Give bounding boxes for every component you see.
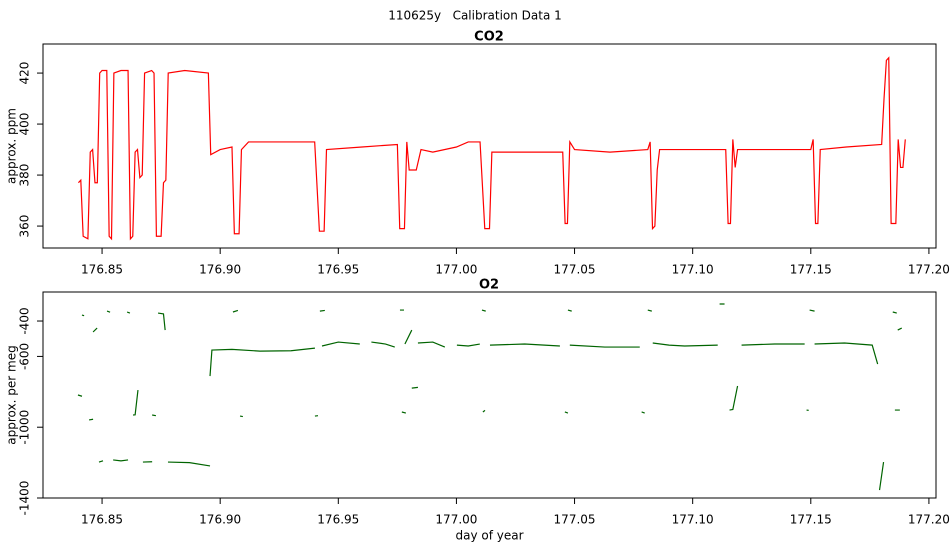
y-tick-label: -400	[18, 307, 32, 334]
y-tick-label: -600	[18, 343, 32, 370]
plot-frame	[42, 291, 937, 499]
y-tick-label: 360	[18, 215, 32, 238]
y-tick-label: 420	[18, 62, 32, 85]
y-tick-label: -1400	[18, 481, 32, 516]
x-tick-label: 177.10	[672, 263, 714, 277]
data-line	[77, 303, 903, 491]
plot-frame	[42, 43, 937, 249]
x-tick-label: 176.90	[199, 263, 241, 277]
panel-title: O2	[479, 278, 499, 293]
x-tick-label: 177.00	[435, 513, 477, 527]
y-tick-label: 380	[18, 164, 32, 187]
y-axis-label: approx. ppm	[5, 108, 19, 184]
x-tick-label: 176.85	[81, 513, 123, 527]
x-tick-label: 176.95	[317, 263, 359, 277]
data-line	[77, 56, 906, 241]
y-axis-label: approx. per meg	[5, 345, 19, 444]
y-tick-label: -1000	[18, 410, 32, 445]
x-tick-label: 176.85	[81, 263, 123, 277]
x-tick-label: 177.05	[554, 513, 596, 527]
x-tick-label: 177.10	[672, 513, 714, 527]
page-title: 110625y Calibration Data 1	[388, 9, 562, 23]
x-axis-label: day of year	[455, 529, 523, 543]
x-tick-label: 177.00	[435, 263, 477, 277]
y-tick-label: 400	[18, 113, 32, 136]
x-tick-label: 177.15	[790, 263, 832, 277]
panel-title: CO2	[474, 30, 504, 45]
x-tick-label: 177.20	[908, 263, 950, 277]
x-tick-label: 177.20	[908, 513, 950, 527]
x-tick-label: 177.15	[790, 513, 832, 527]
x-tick-label: 176.95	[317, 513, 359, 527]
x-tick-label: 177.05	[554, 263, 596, 277]
x-tick-label: 176.90	[199, 513, 241, 527]
